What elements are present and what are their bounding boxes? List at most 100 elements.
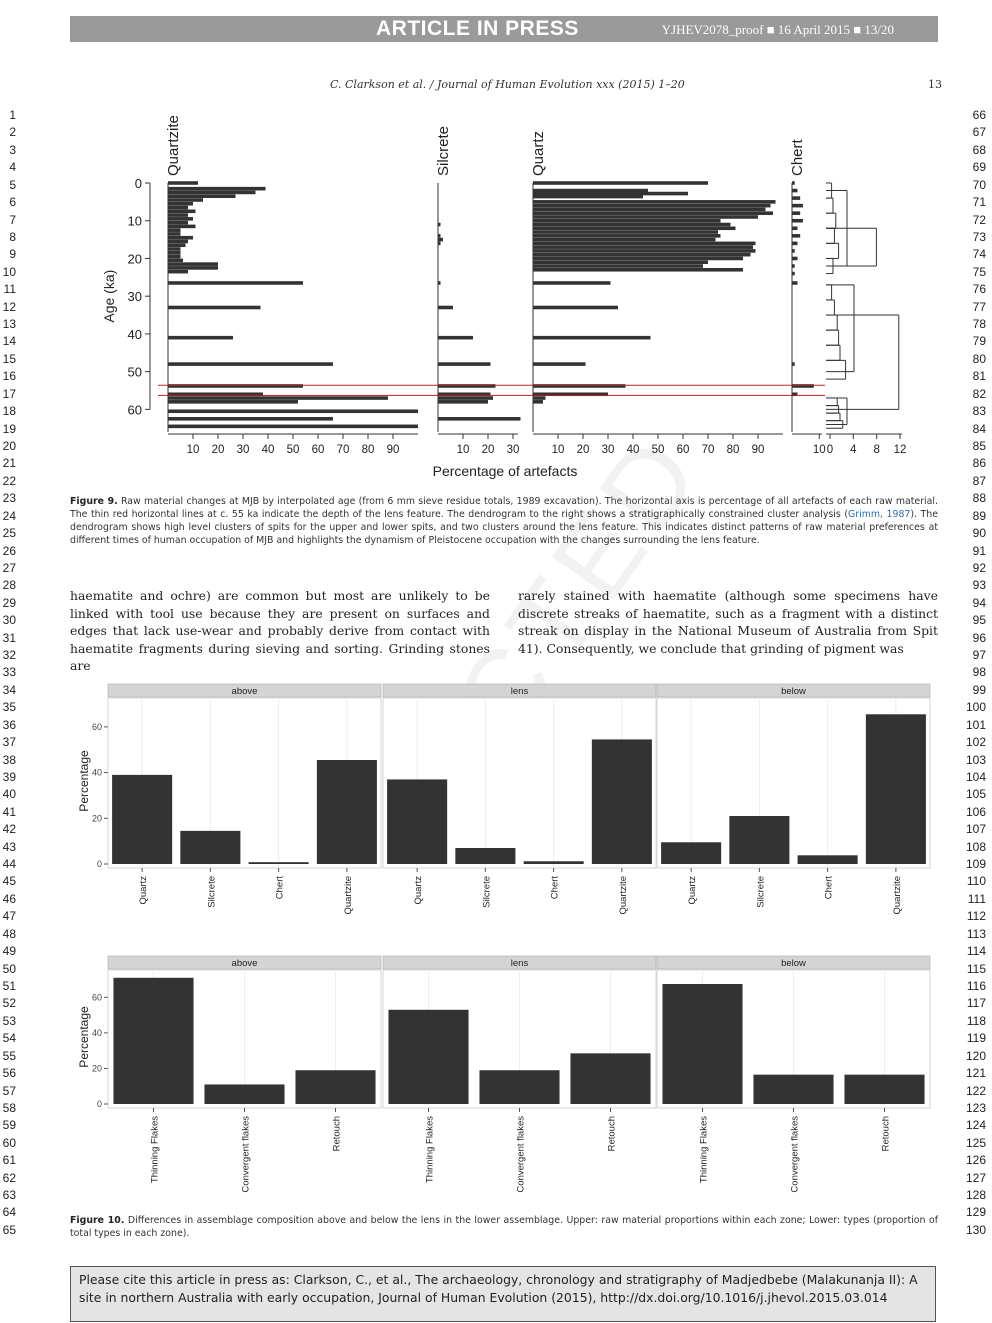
bar <box>533 396 546 400</box>
y-tick-label: 60 <box>128 402 142 417</box>
x-tick-label: 60 <box>312 444 325 456</box>
line-number: 32 <box>2 648 16 663</box>
x-tick-label: 90 <box>752 444 765 456</box>
bar <box>168 262 218 266</box>
bar <box>661 842 722 864</box>
line-number: 118 <box>966 1013 986 1028</box>
line-number: 10 <box>2 264 16 279</box>
line-number: 50 <box>2 961 16 976</box>
article-in-press-label: ARTICLE IN PRESS <box>376 17 579 40</box>
y-tick-label: 40 <box>128 327 142 342</box>
bar <box>168 232 181 236</box>
line-number: 113 <box>966 926 986 941</box>
bar <box>388 1009 469 1104</box>
x-tick-label: 90 <box>387 444 400 456</box>
line-number: 1 <box>9 108 16 122</box>
line-number: 97 <box>972 648 986 663</box>
x-tick-label: Convergent flakes <box>790 1116 801 1193</box>
bar <box>753 1074 834 1104</box>
bar <box>533 264 703 268</box>
x-tick-label: Quartz <box>138 876 149 905</box>
body-text-left-column: haematite and ochre) are common but most… <box>70 587 490 675</box>
bar <box>729 816 790 864</box>
figure-9-caption-text: Raw material changes at MJB by interpola… <box>70 496 938 520</box>
line-number: 52 <box>2 996 16 1011</box>
y-tick-label: 40 <box>92 768 102 778</box>
line-number: 119 <box>966 1031 986 1046</box>
line-number: 11 <box>3 282 16 297</box>
bar <box>168 335 233 340</box>
line-number: 29 <box>2 595 16 610</box>
figure-10-caption-text: Differences in assemblage composition ab… <box>70 1215 939 1239</box>
x-tick-label: Quartzite <box>892 876 903 915</box>
bar <box>865 714 926 864</box>
bar <box>168 190 256 195</box>
bar <box>797 855 858 864</box>
page-number: 13 <box>928 78 942 91</box>
x-tick-label: Retouch <box>332 1116 343 1151</box>
bar <box>591 739 652 864</box>
line-number: 17 <box>2 386 16 401</box>
x-tick-label: 10 <box>813 444 826 456</box>
bar <box>533 237 716 242</box>
y-tick-label: 30 <box>128 289 142 304</box>
line-number: 80 <box>972 351 986 366</box>
y-axis-title: Age (ka) <box>101 270 117 323</box>
bar <box>792 264 795 268</box>
bar <box>168 228 181 232</box>
line-number: 64 <box>2 1205 16 1220</box>
x-tick-label: Thinning Flakes <box>150 1116 161 1183</box>
bar <box>438 241 441 246</box>
line-number: 88 <box>972 491 986 506</box>
bar <box>438 362 491 366</box>
line-number: 72 <box>972 212 986 227</box>
line-number: 87 <box>972 473 986 488</box>
line-number: 107 <box>965 822 986 837</box>
facet-label-above: above <box>232 686 258 697</box>
line-number: 90 <box>972 526 986 541</box>
facet-label-lens: lens <box>511 958 529 969</box>
bar <box>168 392 263 397</box>
grimm-citation-link[interactable]: Grimm, 1987 <box>848 509 911 520</box>
line-number: 123 <box>965 1100 986 1115</box>
body-paragraph-left: haematite and ochre) are common but most… <box>70 588 490 673</box>
x-tick-label: Silcrete <box>755 876 766 908</box>
y-axis-title: Percentage <box>77 750 91 812</box>
line-number: 41 <box>2 804 16 819</box>
y-tick-label: 60 <box>92 992 102 1002</box>
x-tick-label: Thinning Flakes <box>699 1116 710 1183</box>
line-number: 16 <box>2 369 16 384</box>
bar <box>168 400 298 404</box>
bar <box>533 281 611 285</box>
bar <box>168 254 181 259</box>
line-number: 66 <box>972 108 986 122</box>
y-tick-label: 0 <box>97 1099 102 1109</box>
bar <box>248 862 309 864</box>
facet-label-below: below <box>781 686 806 697</box>
bar <box>438 281 441 285</box>
y-tick-label: 10 <box>128 214 142 229</box>
line-number: 53 <box>2 1013 16 1028</box>
bar <box>533 222 731 227</box>
bar <box>168 181 198 185</box>
x-tick-label: Silcrete <box>206 876 217 908</box>
line-number: 108 <box>965 839 986 854</box>
bar <box>168 424 418 429</box>
bar <box>168 417 333 421</box>
x-tick-label: 40 <box>627 444 640 456</box>
facet-strip <box>382 955 657 970</box>
line-number: 49 <box>2 944 16 959</box>
x-tick-label: 50 <box>652 444 665 456</box>
line-number: 73 <box>972 229 986 244</box>
line-number: 47 <box>2 909 16 924</box>
bar <box>168 266 218 270</box>
bar <box>168 281 303 285</box>
bar <box>316 760 377 864</box>
line-number: 56 <box>2 1066 16 1081</box>
figure-9-caption-text-2: ). The dendrogram shows high level clust… <box>70 509 938 546</box>
line-number: 126 <box>965 1153 986 1168</box>
line-number: 75 <box>972 264 986 279</box>
y-tick-label: 0 <box>97 859 102 869</box>
bar <box>533 194 643 199</box>
